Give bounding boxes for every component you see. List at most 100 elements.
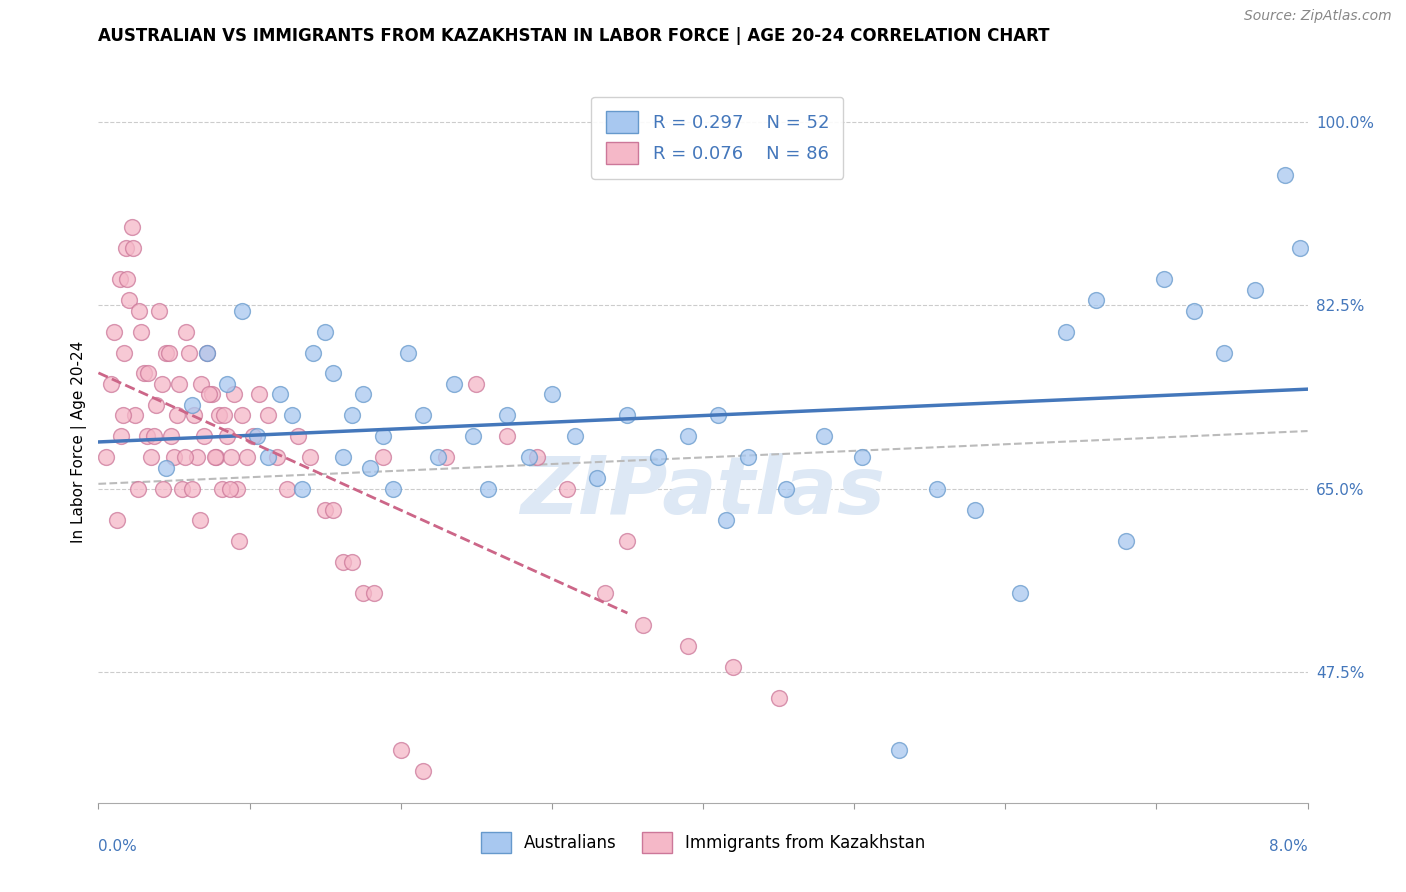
Point (342, 555, 364, 569)
Point (1182, 303, 1205, 318)
Point (135, 429, 157, 443)
Point (676, 429, 699, 443)
Point (205, 450, 228, 465)
Point (155, 345, 177, 359)
Point (224, 387, 246, 401)
Point (221, 450, 243, 465)
Point (174, 325, 197, 339)
Point (115, 272, 138, 286)
Point (616, 409, 638, 423)
Point (555, 482, 578, 496)
Point (181, 482, 204, 496)
Point (155, 460, 177, 475)
Point (593, 586, 616, 600)
Point (173, 450, 195, 465)
Point (477, 482, 499, 496)
Point (412, 409, 434, 423)
Point (332, 555, 354, 569)
Point (299, 450, 322, 465)
Point (322, 367, 344, 381)
Point (495, 429, 517, 443)
Point (211, 482, 233, 496)
Point (167, 376, 190, 391)
Point (266, 450, 288, 465)
Point (1115, 534, 1137, 549)
Point (382, 482, 405, 496)
Point (231, 409, 253, 423)
Point (110, 429, 132, 443)
Point (851, 450, 873, 465)
Point (540, 387, 562, 401)
Point (281, 409, 304, 423)
Point (215, 429, 238, 443)
Point (152, 482, 174, 496)
Point (118, 293, 141, 308)
Point (195, 345, 218, 359)
Point (1054, 325, 1077, 339)
Point (360, 460, 382, 475)
Point (121, 219, 143, 234)
Point (889, 743, 911, 757)
Point (631, 617, 654, 632)
Point (287, 429, 309, 443)
Point (352, 387, 374, 401)
Text: 0.0%: 0.0% (98, 839, 138, 855)
Point (526, 450, 548, 465)
Point (186, 450, 208, 465)
Point (427, 450, 450, 465)
Point (291, 482, 314, 496)
Point (1289, 241, 1312, 255)
Text: ZIPatlas: ZIPatlas (520, 453, 886, 531)
Point (412, 764, 434, 779)
Point (122, 241, 145, 255)
Point (616, 534, 638, 549)
Point (371, 450, 394, 465)
Point (129, 325, 152, 339)
Point (1010, 586, 1032, 600)
Point (465, 376, 488, 391)
Point (256, 409, 278, 423)
Text: Source: ZipAtlas.com: Source: ZipAtlas.com (1244, 9, 1392, 23)
Point (181, 398, 204, 412)
Point (160, 429, 183, 443)
Point (396, 345, 419, 359)
Point (242, 429, 264, 443)
Point (219, 482, 242, 496)
Point (775, 482, 797, 496)
Point (247, 387, 270, 401)
Point (208, 409, 231, 423)
Point (105, 513, 128, 527)
Point (463, 429, 485, 443)
Point (302, 345, 325, 359)
Point (564, 429, 586, 443)
Point (148, 303, 170, 318)
Point (128, 303, 150, 318)
Point (124, 409, 146, 423)
Point (145, 398, 167, 412)
Point (111, 409, 134, 423)
Point (179, 345, 201, 359)
Point (228, 534, 250, 549)
Point (141, 450, 163, 465)
Point (371, 429, 394, 443)
Point (226, 482, 249, 496)
Point (231, 303, 253, 318)
Point (114, 241, 136, 255)
Point (707, 409, 730, 423)
Point (737, 450, 759, 465)
Point (201, 387, 224, 401)
Point (269, 387, 291, 401)
Point (1153, 272, 1175, 286)
Point (132, 367, 155, 381)
Point (150, 376, 173, 391)
Point (647, 450, 669, 465)
Point (197, 387, 219, 401)
Point (363, 586, 385, 600)
Point (94, 450, 117, 465)
Point (314, 502, 336, 516)
Point (495, 409, 517, 423)
Text: 8.0%: 8.0% (1268, 839, 1308, 855)
Point (127, 482, 149, 496)
Point (434, 450, 457, 465)
Point (256, 450, 278, 465)
